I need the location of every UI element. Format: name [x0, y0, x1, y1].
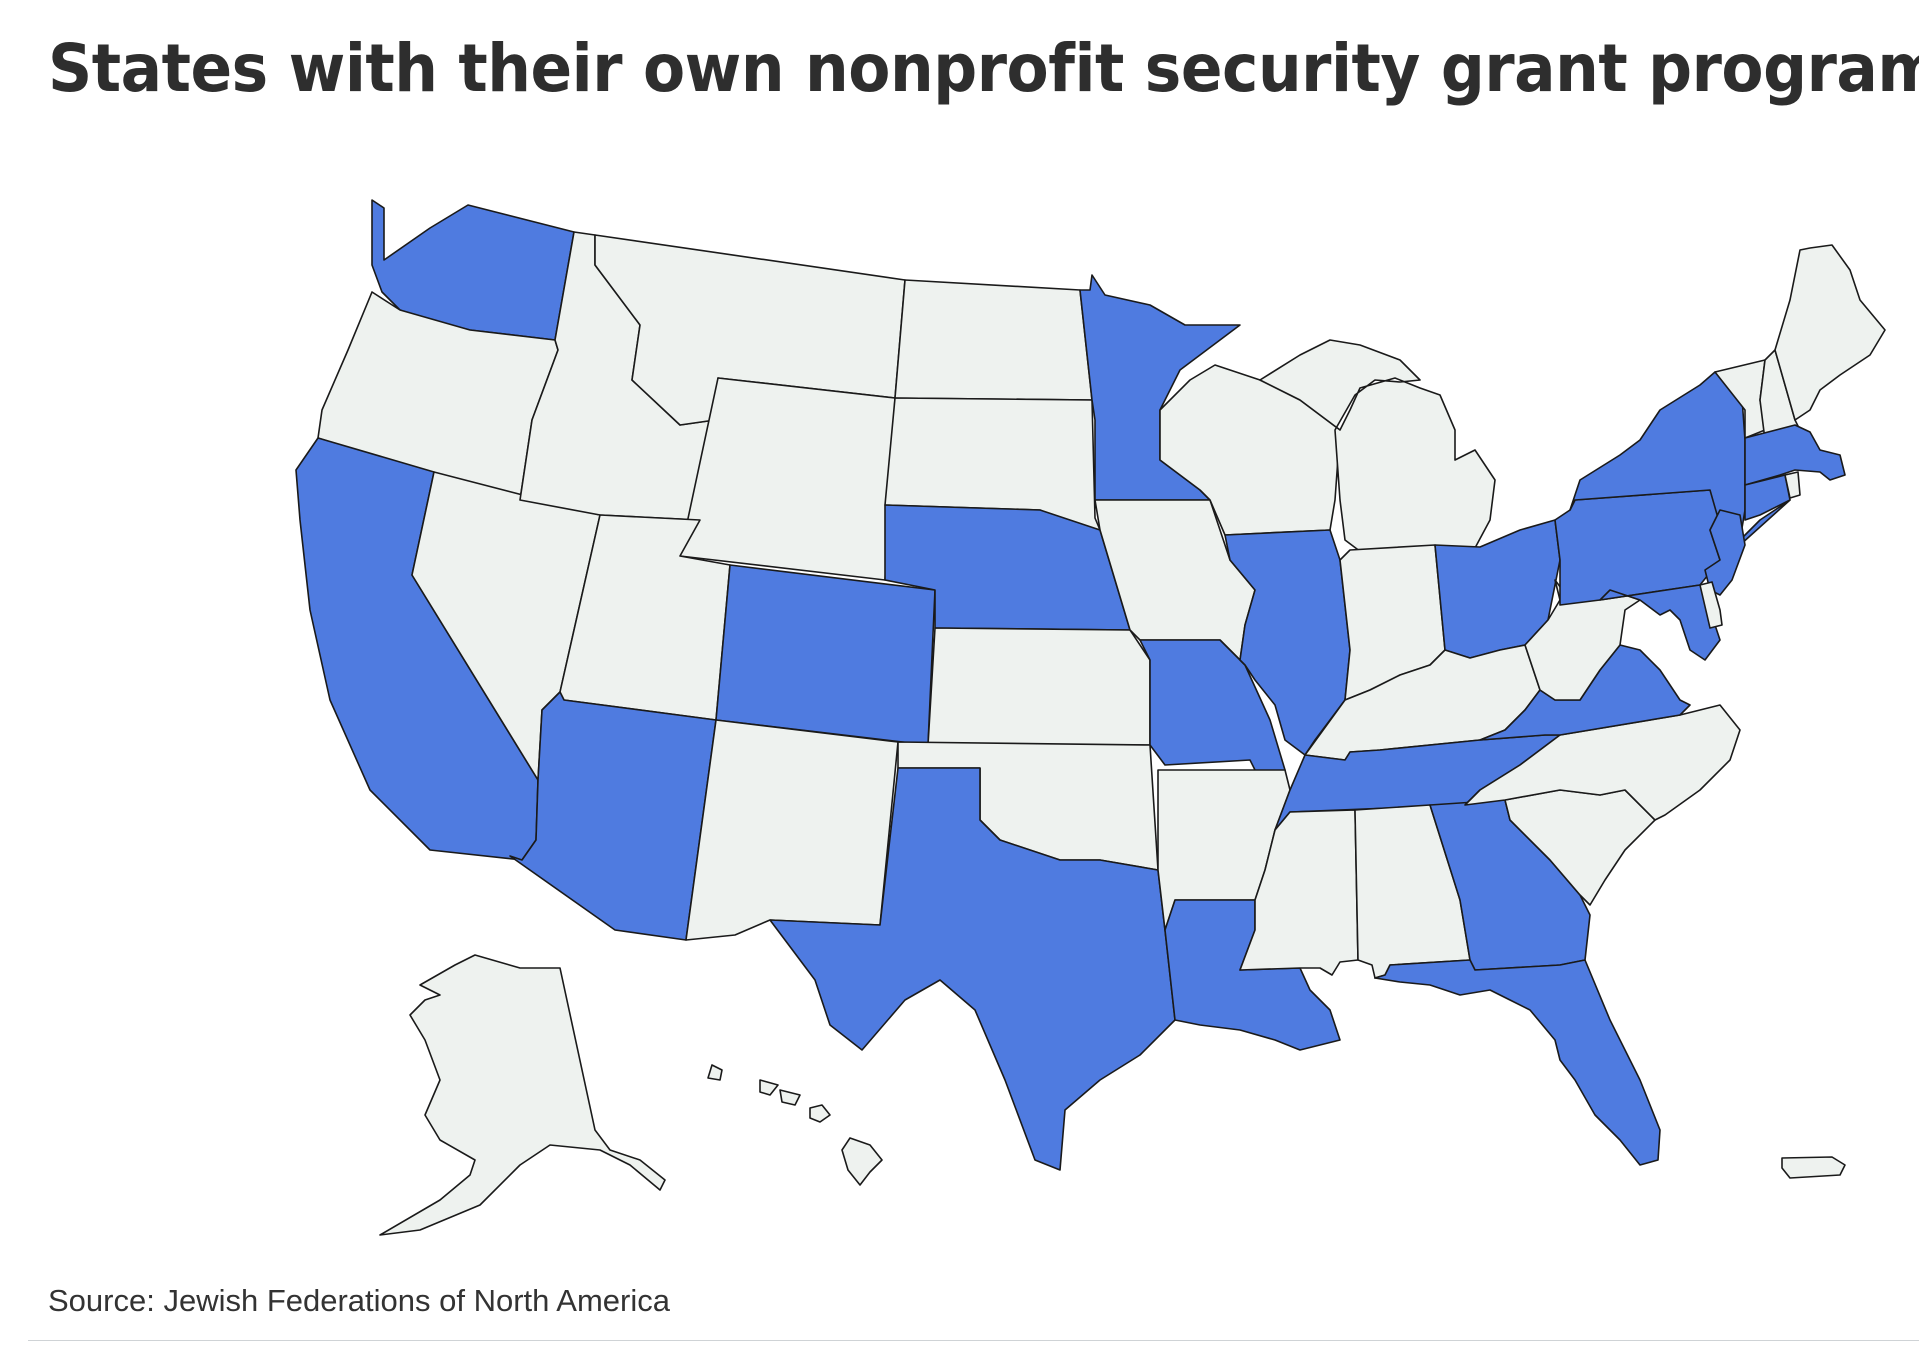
state-ME: [1774, 244, 1886, 421]
state-ND: [894, 279, 1093, 401]
state-NJ: [1704, 509, 1746, 596]
state-HI-molokai: [759, 1079, 779, 1096]
state-AZ: [509, 691, 717, 941]
state-NM: [685, 719, 899, 941]
state-HI-maui: [809, 1104, 831, 1123]
bottom-divider: [28, 1340, 1919, 1341]
state-MN: [1079, 274, 1241, 501]
state-CO: [715, 564, 936, 746]
state-MA: [1744, 424, 1846, 486]
state-HI-kauai: [707, 1064, 723, 1081]
state-KS: [927, 627, 1151, 746]
chart-title: States with their own nonprofit security…: [48, 30, 1919, 107]
state-WI: [1159, 364, 1341, 536]
state-RI: [1784, 471, 1801, 499]
state-DE: [1699, 581, 1723, 629]
state-HI: [841, 1137, 883, 1186]
source-note: Source: Jewish Federations of North Amer…: [48, 1283, 670, 1318]
territory-PR: [1781, 1156, 1846, 1179]
state-WY: [679, 377, 896, 581]
state-NC: [1464, 704, 1741, 821]
state-TX: [769, 767, 1176, 1171]
state-FL: [1374, 959, 1661, 1166]
state-HI-oahu: [779, 1089, 801, 1106]
state-AK: [379, 954, 666, 1236]
state-CT: [1744, 474, 1791, 521]
